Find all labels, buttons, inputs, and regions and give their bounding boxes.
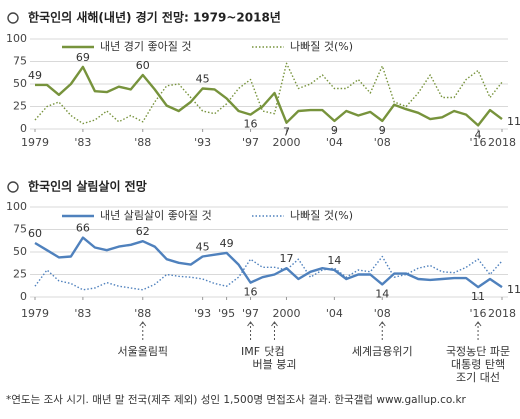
annotation-text: 국정농단 파문 xyxy=(446,345,510,358)
y-tick-label: 100 xyxy=(6,32,27,45)
legend-label: 내년 살림살이 좋아질 것 xyxy=(100,209,212,222)
series-line xyxy=(34,62,503,125)
x-tick-label: '93 xyxy=(194,307,211,320)
x-tick-label: '93 xyxy=(194,136,211,149)
x-tick-label: 2000 xyxy=(272,136,300,149)
chart-title: 한국인의 살림살이 전망 xyxy=(28,179,147,194)
x-tick-label: 1979 xyxy=(21,136,49,149)
data-label: 14 xyxy=(327,254,341,267)
logo-icon xyxy=(7,12,19,24)
x-tick-label: '97 xyxy=(242,307,259,320)
x-tick-label: 1979 xyxy=(21,307,49,320)
y-tick-label: 100 xyxy=(6,200,27,213)
data-label: 49 xyxy=(28,69,42,82)
x-tick-label: '95 xyxy=(218,307,235,320)
annotation-text: 세계금융위기 xyxy=(352,345,413,358)
x-tick-label: 2018 xyxy=(488,136,516,149)
y-tick-label: 50 xyxy=(13,245,27,258)
x-tick-label: 2000 xyxy=(272,307,300,320)
y-tick-label: 75 xyxy=(13,55,27,68)
annotation-text: 닷컴 xyxy=(264,345,284,358)
annotation-text: 버블 붕괴 xyxy=(252,358,296,371)
annotation-arrow xyxy=(139,321,147,327)
x-tick-label: '16 xyxy=(470,307,487,320)
y-tick-label: 25 xyxy=(13,268,27,281)
data-label: 60 xyxy=(28,227,42,240)
data-label: 17 xyxy=(279,252,293,265)
data-label: 16 xyxy=(244,118,258,131)
y-tick-label: 0 xyxy=(20,290,27,303)
data-label: 60 xyxy=(136,59,150,72)
x-tick-label: '04 xyxy=(326,136,343,149)
legend-label: 내년 경기 좋아질 것 xyxy=(100,40,191,53)
series-line xyxy=(35,65,503,127)
annotation-text: 서울올림픽 xyxy=(117,345,168,358)
data-label: 9 xyxy=(379,124,386,137)
data-label: 16 xyxy=(244,286,258,299)
y-tick-label: 50 xyxy=(13,77,27,90)
footnote: *연도는 조사 시기. 매년 말 전국(제주 제외) 성인 1,500명 면접조… xyxy=(6,393,467,406)
legend-label: 나빠질 것(%) xyxy=(290,209,353,222)
series-line xyxy=(34,236,503,289)
data-label: 7 xyxy=(283,126,290,139)
annotation-text: IMF xyxy=(241,345,260,358)
annotation-text: 대통령 탄핵 xyxy=(451,358,505,371)
x-tick-label: 2018 xyxy=(488,307,516,320)
logo-icon xyxy=(7,181,19,193)
x-tick-label: '83 xyxy=(74,307,91,320)
data-label: 69 xyxy=(76,51,90,64)
x-tick-label: '04 xyxy=(326,307,343,320)
y-tick-label: 25 xyxy=(13,100,27,113)
x-tick-label: '08 xyxy=(374,307,391,320)
x-tick-label: '16 xyxy=(470,136,487,149)
x-tick-label: '97 xyxy=(242,136,259,149)
annotation-arrow xyxy=(378,321,386,327)
data-label: 66 xyxy=(76,222,90,235)
chart-title: 한국인의 새해(내년) 경기 전망: 1979~2018년 xyxy=(28,10,281,25)
data-label: 9 xyxy=(331,124,338,137)
data-label: 11 xyxy=(471,290,485,303)
y-tick-label: 75 xyxy=(13,223,27,236)
x-tick-label: '88 xyxy=(134,307,151,320)
annotation-arrow xyxy=(474,321,482,327)
x-tick-label: '83 xyxy=(74,136,91,149)
data-label: 45 xyxy=(196,241,210,254)
x-tick-label: '08 xyxy=(374,136,391,149)
data-label: 45 xyxy=(196,73,210,86)
annotation-arrow xyxy=(247,321,254,327)
x-tick-label: '88 xyxy=(134,136,151,149)
annotation-arrow xyxy=(271,321,278,327)
y-tick-label: 0 xyxy=(20,122,27,135)
annotation-text: 조기 대선 xyxy=(456,371,500,384)
data-label: 4 xyxy=(475,128,482,141)
series-line xyxy=(34,255,503,291)
data-label: 49 xyxy=(220,237,234,250)
legend-label: 나빠질 것(%) xyxy=(290,40,353,53)
data-label: 14 xyxy=(375,287,389,300)
data-label: 62 xyxy=(136,225,150,238)
data-label: 11 xyxy=(507,115,520,128)
data-label: 11 xyxy=(507,283,520,296)
